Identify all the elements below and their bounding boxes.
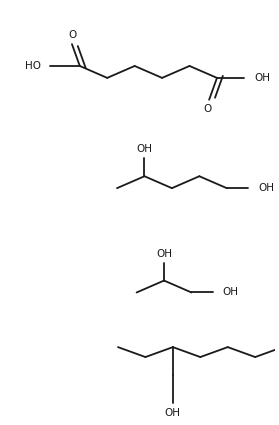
Text: OH: OH (136, 144, 152, 154)
Text: OH: OH (223, 287, 239, 298)
Text: O: O (69, 30, 77, 40)
Text: OH: OH (165, 408, 181, 418)
Text: OH: OH (254, 73, 270, 83)
Text: HO: HO (25, 61, 40, 71)
Text: OH: OH (258, 183, 274, 193)
Text: O: O (203, 104, 211, 113)
Text: OH: OH (156, 249, 172, 259)
